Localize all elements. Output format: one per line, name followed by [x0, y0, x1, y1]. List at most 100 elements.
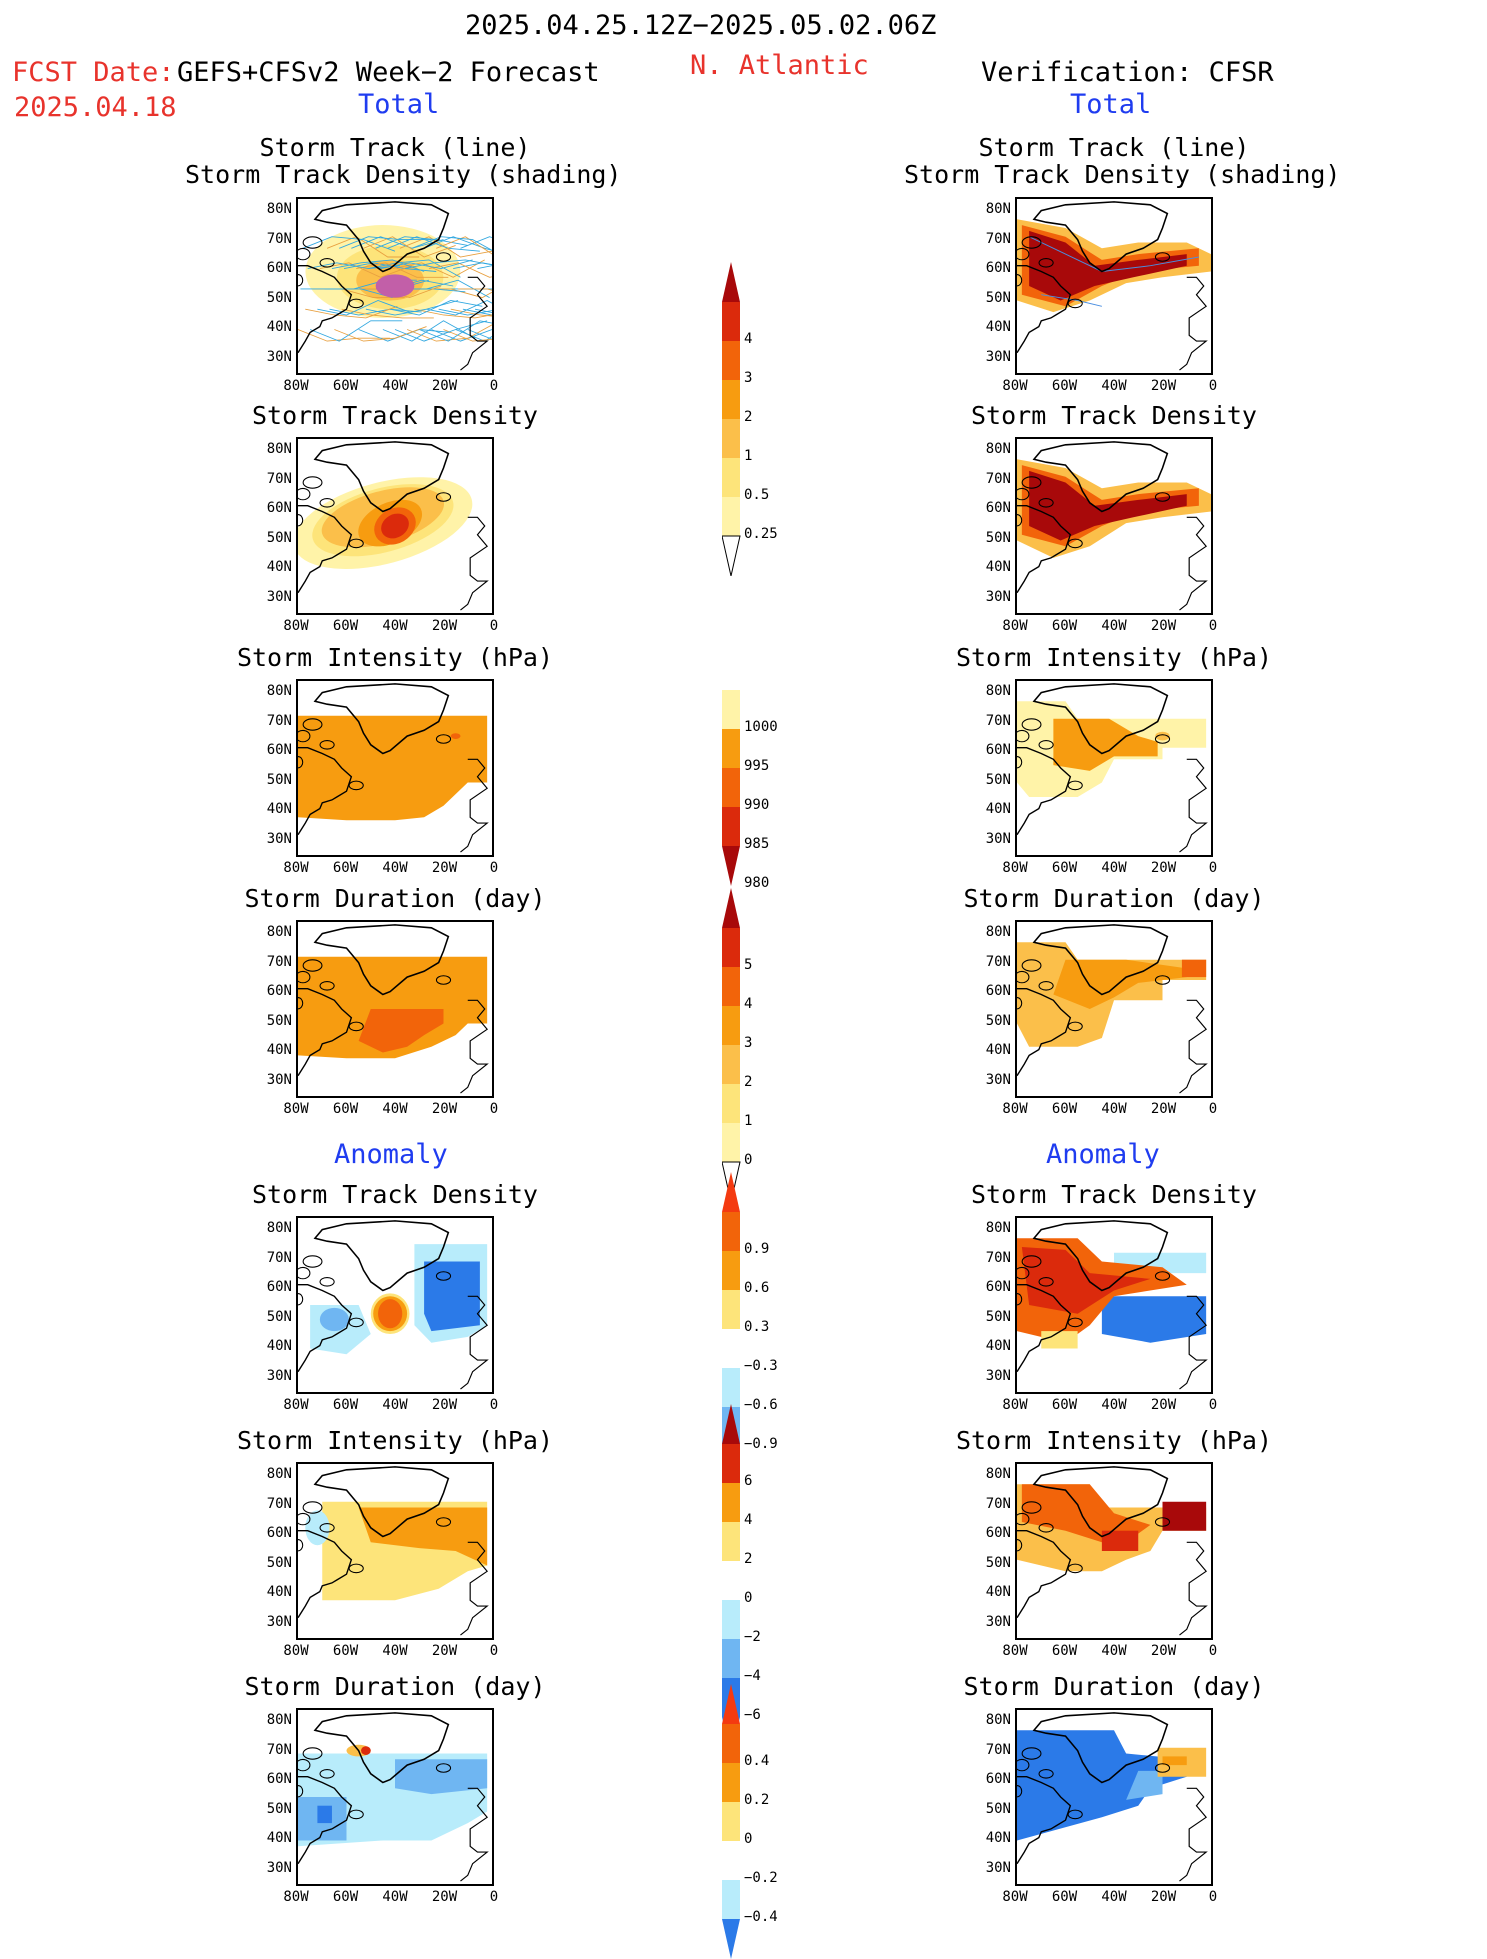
map-panel-l6 [296, 1462, 494, 1640]
lon-label: 40W [1101, 1889, 1127, 1905]
lon-label: 20W [431, 618, 458, 634]
lat-label: 60N [266, 1279, 292, 1295]
lat-label: 70N [985, 230, 1011, 247]
lon-label: 0 [1208, 378, 1218, 394]
lat-label: 30N [985, 1071, 1011, 1088]
colorbar-tick-label: −0.4 [744, 1909, 778, 1925]
verification-label: Verification: CFSR [981, 57, 1274, 88]
lat-label: 50N [985, 1554, 1011, 1571]
lon-label: 60W [332, 1397, 359, 1413]
colorbar-tick-label: 0.5 [744, 487, 770, 503]
lat-label: 40N [985, 801, 1011, 817]
panel-title-r2-0: Storm Track Density [971, 401, 1257, 430]
lon-label: 80W [1002, 618, 1028, 634]
lat-label: 80N [266, 1220, 292, 1236]
lat-label: 30N [985, 1859, 1011, 1876]
map-panel-l3 [296, 679, 494, 857]
lon-label: 60W [1051, 1643, 1078, 1659]
lon-label: 80W [1002, 860, 1028, 876]
panel-title-l6-0: Storm Intensity (hPa) [236, 1426, 554, 1455]
lon-label: 20W [1150, 378, 1177, 394]
lat-label: 70N [266, 1495, 292, 1512]
panel-title-l7-0: Storm Duration (day) [244, 1672, 546, 1701]
colorbar-tick-label: −6 [744, 1707, 761, 1723]
date-range-title: 2025.04.25.12Z−2025.05.02.06Z [465, 10, 937, 41]
section-anomaly-left: Anomaly [334, 1139, 448, 1170]
lon-label: 0 [1208, 1397, 1218, 1413]
panel-title-r4-0: Storm Duration (day) [963, 884, 1265, 913]
panel-title-l3-0: Storm Intensity (hPa) [236, 643, 554, 672]
lon-label: 60W [1051, 1101, 1078, 1117]
lat-label: 30N [985, 348, 1011, 365]
lon-label: 80W [1002, 1101, 1028, 1117]
map-panel-l5 [296, 1216, 494, 1394]
lon-label: 60W [1051, 618, 1078, 634]
lat-label: 70N [985, 953, 1011, 970]
lat-label: 70N [985, 1495, 1011, 1512]
map-svg [298, 441, 489, 611]
lat-label: 60N [985, 1279, 1011, 1295]
fcst-date-value: 2025.04.18 [14, 92, 177, 123]
map-svg [1017, 924, 1208, 1094]
lat-label: 60N [266, 742, 292, 758]
lat-label: 50N [266, 1308, 292, 1325]
colorbar-tick-label: 2 [744, 1551, 753, 1567]
lat-label: 50N [985, 1308, 1011, 1325]
colorbar-tick-label: 3 [744, 1035, 753, 1051]
lon-label: 0 [1208, 618, 1218, 634]
lon-label: 20W [431, 860, 458, 876]
lon-label: 0 [1208, 860, 1218, 876]
lon-label: 0 [489, 378, 499, 394]
map-svg [1017, 1712, 1208, 1882]
lon-label: 80W [1002, 378, 1028, 394]
panel-title-r3-0: Storm Intensity (hPa) [955, 643, 1273, 672]
panel-title-l1-1: Storm Track Density (shading) [185, 160, 622, 189]
lat-label: 40N [266, 1584, 292, 1600]
colorbar-tick-label: 980 [744, 875, 770, 891]
lon-label: 20W [431, 1643, 458, 1659]
lon-label: 60W [1051, 378, 1078, 394]
lat-label: 70N [985, 470, 1011, 487]
section-total-right: Total [1070, 89, 1152, 120]
map-svg [1017, 1466, 1208, 1636]
lat-label: 80N [985, 1712, 1011, 1728]
lon-label: 0 [489, 1889, 499, 1905]
lon-label: 40W [1101, 1101, 1127, 1117]
lat-label: 50N [266, 771, 292, 788]
lat-label: 80N [266, 201, 292, 217]
map-svg [298, 1466, 489, 1636]
lat-label: 40N [266, 1830, 292, 1846]
lat-label: 40N [985, 319, 1011, 335]
lon-label: 20W [431, 1889, 458, 1905]
lat-label: 80N [985, 1466, 1011, 1482]
lat-label: 50N [985, 289, 1011, 306]
lat-label: 70N [985, 1249, 1011, 1266]
map-svg [298, 1220, 489, 1390]
lat-label: 50N [266, 529, 292, 546]
lon-label: 40W [382, 1889, 408, 1905]
map-panel-r2 [1015, 437, 1213, 615]
lat-label: 50N [266, 1800, 292, 1817]
lon-label: 80W [283, 618, 309, 634]
lon-label: 60W [1051, 1397, 1078, 1413]
colorbar-tick-label: 2 [744, 1074, 753, 1090]
lat-label: 40N [266, 1338, 292, 1354]
lat-label: 60N [985, 260, 1011, 276]
lon-label: 60W [332, 1101, 359, 1117]
colorbar-tick-label: 0.3 [744, 1319, 770, 1335]
lon-label: 60W [332, 618, 359, 634]
colorbar-tick-label: 6 [744, 1473, 753, 1489]
lon-label: 40W [1101, 618, 1127, 634]
colorbar-tick-label: 4 [744, 331, 753, 347]
lat-label: 40N [266, 319, 292, 335]
lon-label: 20W [1150, 1397, 1177, 1413]
colorbar-tick-label: −0.2 [744, 1870, 778, 1886]
lon-label: 20W [431, 1101, 458, 1117]
map-svg [1017, 683, 1208, 853]
section-anomaly-right: Anomaly [1046, 1139, 1160, 1170]
map-svg [298, 1712, 489, 1882]
panel-title-l2-0: Storm Track Density [252, 401, 538, 430]
lat-label: 60N [985, 983, 1011, 999]
lon-label: 80W [283, 1643, 309, 1659]
lat-label: 40N [985, 1338, 1011, 1354]
